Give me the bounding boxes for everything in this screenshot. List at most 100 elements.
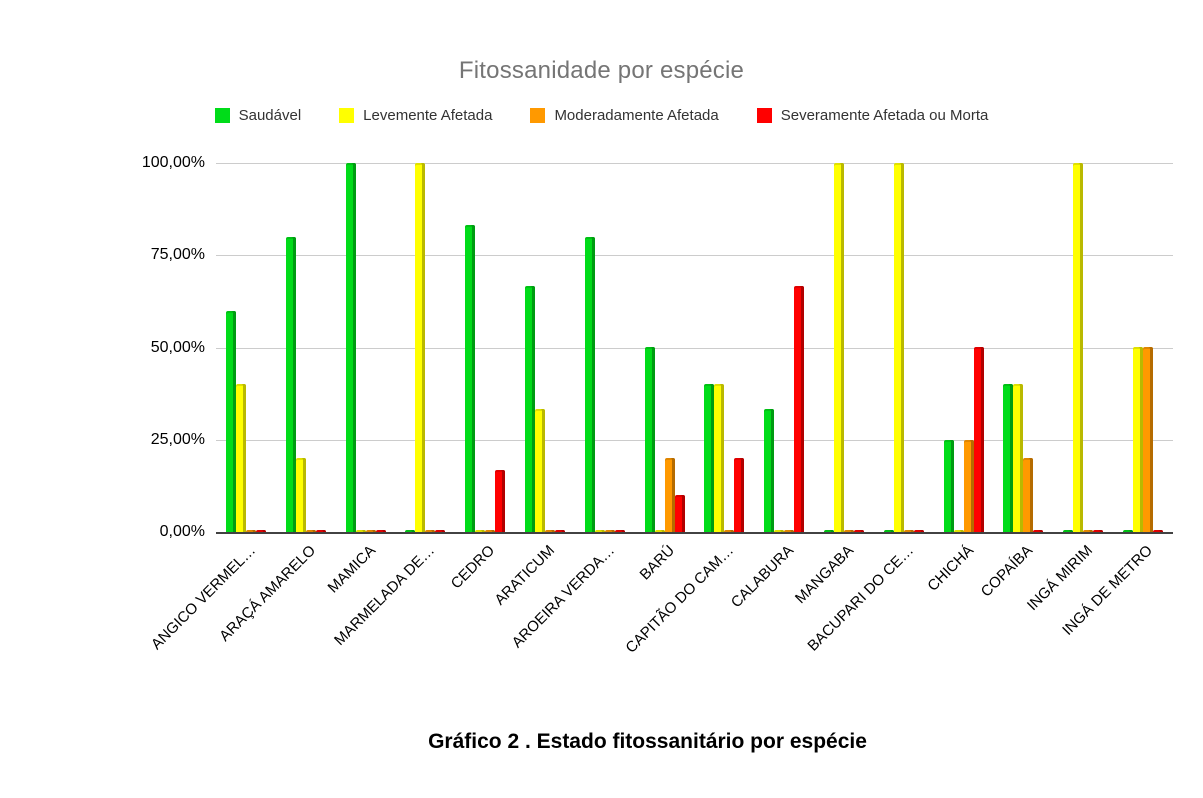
bar-moderadamente-afetada xyxy=(425,530,436,532)
y-tick-label: 50,00% xyxy=(150,338,205,356)
bar-levemente-afetada xyxy=(774,530,785,532)
bar-moderadamente-afetada xyxy=(365,530,376,532)
bar-group xyxy=(644,347,685,532)
bar-saudavel xyxy=(1063,530,1074,532)
bar-moderadamente-afetada xyxy=(844,530,855,532)
bar-levemente-afetada xyxy=(415,163,426,532)
bar-levemente-afetada xyxy=(834,163,845,532)
bar-moderadamente-afetada xyxy=(604,530,615,532)
bar-saudavel xyxy=(764,409,775,532)
bar-severamente-afetada-ou-morta xyxy=(554,530,565,532)
bar-group xyxy=(405,163,446,532)
bar-group xyxy=(1003,384,1044,532)
bar-severamente-afetada-ou-morta xyxy=(854,530,865,532)
bar-severamente-afetada-ou-morta xyxy=(1153,530,1164,532)
bar-group xyxy=(824,163,865,532)
legend-swatch-levemente-afetada xyxy=(339,108,355,123)
bar-severamente-afetada-ou-morta xyxy=(973,347,984,532)
bar-levemente-afetada xyxy=(355,530,366,532)
bar-severamente-afetada-ou-morta xyxy=(255,530,266,532)
figure-caption: Gráfico 2 . Estado fitossanitário por es… xyxy=(428,730,867,753)
bar-moderadamente-afetada xyxy=(664,458,675,532)
bar-saudavel xyxy=(1123,530,1134,532)
bar-severamente-afetada-ou-morta xyxy=(794,286,805,532)
bar-saudavel xyxy=(345,163,356,532)
legend-item-severamente-afetada-ou-morta: Severamente Afetada ou Morta xyxy=(756,107,988,124)
bar-severamente-afetada-ou-morta xyxy=(913,530,924,532)
gridline-50 xyxy=(216,348,1173,349)
gridline-100 xyxy=(216,163,1173,164)
bar-saudavel xyxy=(584,237,595,532)
bar-moderadamente-afetada xyxy=(1083,530,1094,532)
bar-saudavel xyxy=(465,225,476,532)
plot-area xyxy=(216,163,1173,534)
legend-item-levemente-afetada: Levemente Afetada xyxy=(339,107,492,124)
bar-group xyxy=(524,286,565,532)
bar-group xyxy=(584,237,625,532)
bar-group xyxy=(943,347,984,532)
bar-group xyxy=(883,163,924,532)
bar-saudavel xyxy=(405,530,416,532)
bar-moderadamente-afetada xyxy=(903,530,914,532)
bar-moderadamente-afetada xyxy=(724,530,735,532)
bar-levemente-afetada xyxy=(893,163,904,532)
bar-group xyxy=(1063,163,1104,532)
bar-moderadamente-afetada xyxy=(544,530,555,532)
bar-levemente-afetada xyxy=(1013,384,1024,532)
legend-label-saudavel: Saudável xyxy=(238,107,302,124)
bar-moderadamente-afetada xyxy=(963,440,974,532)
gridline-25 xyxy=(216,440,1173,441)
bar-levemente-afetada xyxy=(953,530,964,532)
bar-group xyxy=(345,163,386,532)
bar-saudavel xyxy=(883,530,894,532)
bar-group xyxy=(704,384,745,532)
bar-series-container xyxy=(216,163,1173,532)
bar-group xyxy=(764,286,805,532)
chart-title: Fitossanidade por espécie xyxy=(458,57,745,84)
bar-saudavel xyxy=(704,384,715,532)
bar-moderadamente-afetada xyxy=(485,530,496,532)
bar-severamente-afetada-ou-morta xyxy=(435,530,446,532)
bar-saudavel xyxy=(225,311,236,532)
bar-severamente-afetada-ou-morta xyxy=(614,530,625,532)
bar-saudavel xyxy=(1003,384,1014,532)
bar-severamente-afetada-ou-morta xyxy=(734,458,745,532)
legend-swatch-moderadamente-afetada xyxy=(530,108,546,123)
bar-saudavel xyxy=(524,286,535,532)
bar-severamente-afetada-ou-morta xyxy=(1093,530,1104,532)
bar-severamente-afetada-ou-morta xyxy=(674,495,685,532)
bar-saudavel xyxy=(824,530,835,532)
bar-moderadamente-afetada xyxy=(245,530,256,532)
bar-moderadamente-afetada xyxy=(1023,458,1034,532)
bar-saudavel xyxy=(943,440,954,532)
bar-group xyxy=(225,311,266,532)
bar-moderadamente-afetada xyxy=(305,530,316,532)
gridline-75 xyxy=(216,255,1173,256)
bar-levemente-afetada xyxy=(295,458,306,532)
bar-levemente-afetada xyxy=(475,530,486,532)
bar-group xyxy=(1123,347,1164,532)
bar-levemente-afetada xyxy=(1133,347,1144,532)
legend-swatch-saudavel xyxy=(214,108,230,123)
bar-severamente-afetada-ou-morta xyxy=(495,470,506,532)
legend-item-saudavel: Saudável xyxy=(214,107,302,124)
bar-severamente-afetada-ou-morta xyxy=(375,530,386,532)
bar-severamente-afetada-ou-morta xyxy=(1033,530,1044,532)
bar-group xyxy=(465,225,506,532)
legend-item-moderadamente-afetada: Moderadamente Afetada xyxy=(530,107,719,124)
y-tick-label: 0,00% xyxy=(159,523,205,540)
bar-saudavel xyxy=(285,237,296,532)
bar-levemente-afetada xyxy=(235,384,246,532)
bar-levemente-afetada xyxy=(654,530,665,532)
legend-label-moderadamente-afetada: Moderadamente Afetada xyxy=(554,107,719,124)
legend-label-levemente-afetada: Levemente Afetada xyxy=(363,107,493,124)
bar-severamente-afetada-ou-morta xyxy=(315,530,326,532)
y-tick-label: 75,00% xyxy=(150,246,205,264)
bar-group xyxy=(285,237,326,532)
bar-levemente-afetada xyxy=(714,384,725,532)
y-tick-label: 100,00% xyxy=(141,154,205,171)
y-tick-label: 25,00% xyxy=(150,430,205,448)
bar-moderadamente-afetada xyxy=(784,530,795,532)
bar-levemente-afetada xyxy=(534,409,545,532)
